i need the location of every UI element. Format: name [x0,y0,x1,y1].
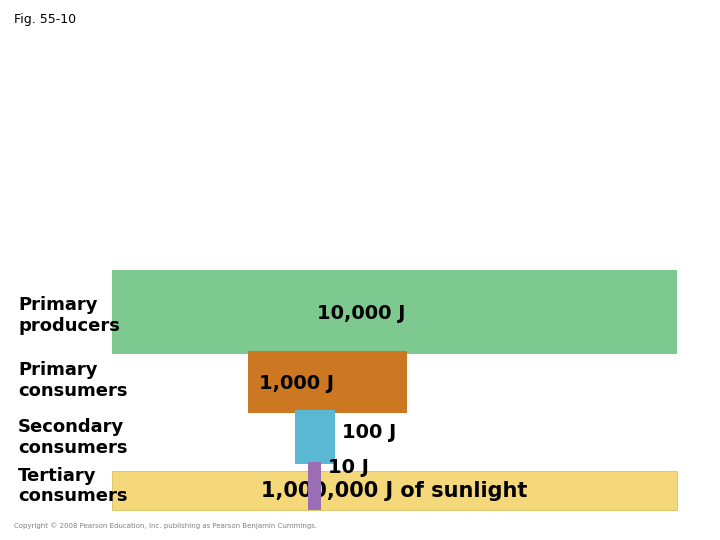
Text: Copyright © 2008 Pearson Education, Inc. publishing as Pearson Benjamin Cummings: Copyright © 2008 Pearson Education, Inc.… [14,523,318,529]
Text: Primary
producers: Primary producers [18,296,120,335]
Text: 10,000 J: 10,000 J [317,303,405,323]
Text: 10 J: 10 J [328,457,369,477]
Text: 100 J: 100 J [342,422,396,442]
Text: Tertiary
consumers: Tertiary consumers [18,467,127,505]
Text: Primary
consumers: Primary consumers [18,361,127,400]
Text: 1,000 J: 1,000 J [259,374,334,393]
Bar [308,462,321,510]
Text: Secondary
consumers: Secondary consumers [18,418,127,457]
Bar [295,410,335,464]
Bar [112,270,677,354]
Text: 1,000,000 J of sunlight: 1,000,000 J of sunlight [261,481,527,501]
Bar [248,351,407,413]
Text: Fig. 55-10: Fig. 55-10 [14,14,76,26]
Bar [112,471,677,510]
